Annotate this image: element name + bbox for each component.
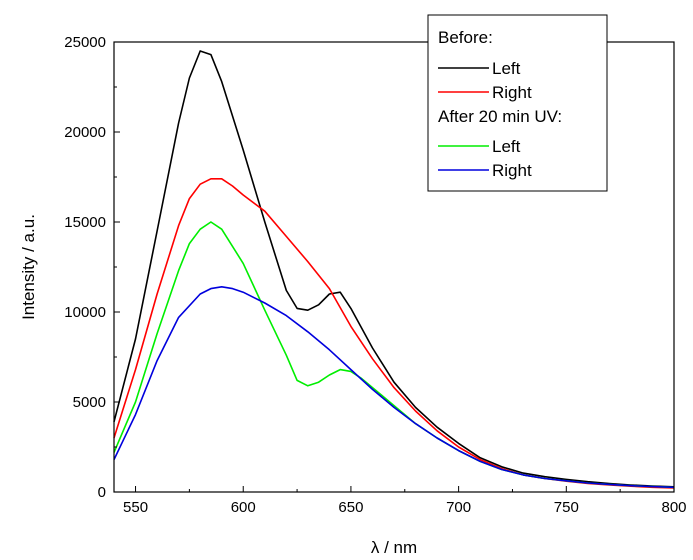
- series-line-1: [113, 178, 675, 489]
- legend-label-after-left: Left: [492, 137, 521, 156]
- axis-layer: 550 600 650 700 750 800 0 5000 10000 15000 20000 25…: [64, 34, 686, 516]
- y-tick-label: 15000: [64, 214, 106, 231]
- series-line-3: [113, 285, 675, 489]
- legend-label-before-left: Left: [492, 59, 521, 78]
- legend-label-before-right: Right: [492, 83, 532, 102]
- series-line-0: [113, 50, 675, 488]
- x-tick-label: 800: [661, 499, 686, 516]
- y-tick-label: 5000: [73, 394, 106, 411]
- legend: Before: Left Right After 20 min UV: Left…: [427, 14, 608, 192]
- x-tick-label: 650: [338, 499, 363, 516]
- x-tick-label: 550: [123, 499, 148, 516]
- x-tick-label: 600: [231, 499, 256, 516]
- legend-box: [427, 14, 608, 192]
- y-tick-label: 25000: [64, 34, 106, 51]
- x-tick-label: 750: [554, 499, 579, 516]
- series-line-2: [113, 221, 675, 489]
- legend-header-before: Before:: [438, 28, 493, 47]
- y-tick-label: 0: [98, 484, 106, 501]
- y-tick-label: 20000: [64, 124, 106, 141]
- series-layer: [113, 50, 675, 489]
- legend-label-after-right: Right: [492, 161, 532, 180]
- x-tick-label: 700: [446, 499, 471, 516]
- x-axis-title: λ / nm: [371, 538, 417, 557]
- y-tick-label: 10000: [64, 304, 106, 321]
- y-axis-title: Intensity / a.u.: [19, 214, 38, 320]
- legend-header-after: After 20 min UV:: [438, 107, 562, 126]
